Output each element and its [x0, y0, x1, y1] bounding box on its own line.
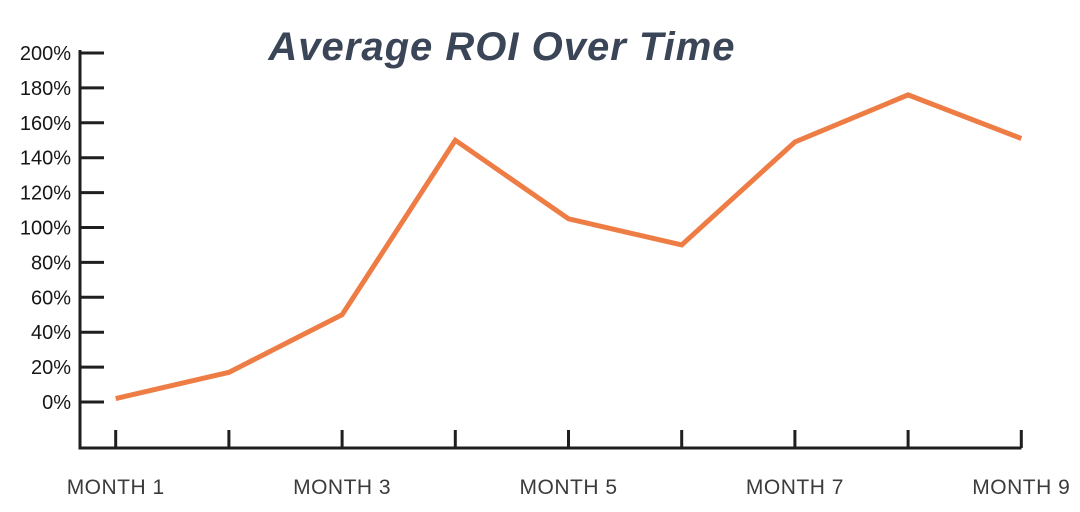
x-tick-label: MONTH 7 — [746, 476, 844, 499]
x-tick-label: MONTH 9 — [972, 476, 1070, 499]
y-tick-label: 180% — [20, 78, 71, 100]
x-tick-label: MONTH 3 — [293, 476, 391, 499]
y-tick-label: 140% — [20, 148, 71, 170]
roi-line — [115, 92, 1023, 401]
y-tick-label: 120% — [20, 183, 71, 205]
y-tick-label: 40% — [31, 322, 71, 344]
chart-title: Average ROI Over Time — [268, 25, 736, 69]
y-tick-label: 100% — [20, 218, 71, 240]
x-tick-label: MONTH 5 — [520, 476, 618, 499]
y-tick-label: 160% — [20, 113, 71, 135]
x-tick-label: MONTH 1 — [67, 476, 165, 499]
y-tick-label: 0% — [42, 392, 71, 414]
y-tick-label: 200% — [20, 43, 71, 65]
y-tick-label: 80% — [31, 252, 71, 274]
y-tick-label: 20% — [31, 357, 71, 379]
y-tick-label: 60% — [31, 287, 71, 309]
